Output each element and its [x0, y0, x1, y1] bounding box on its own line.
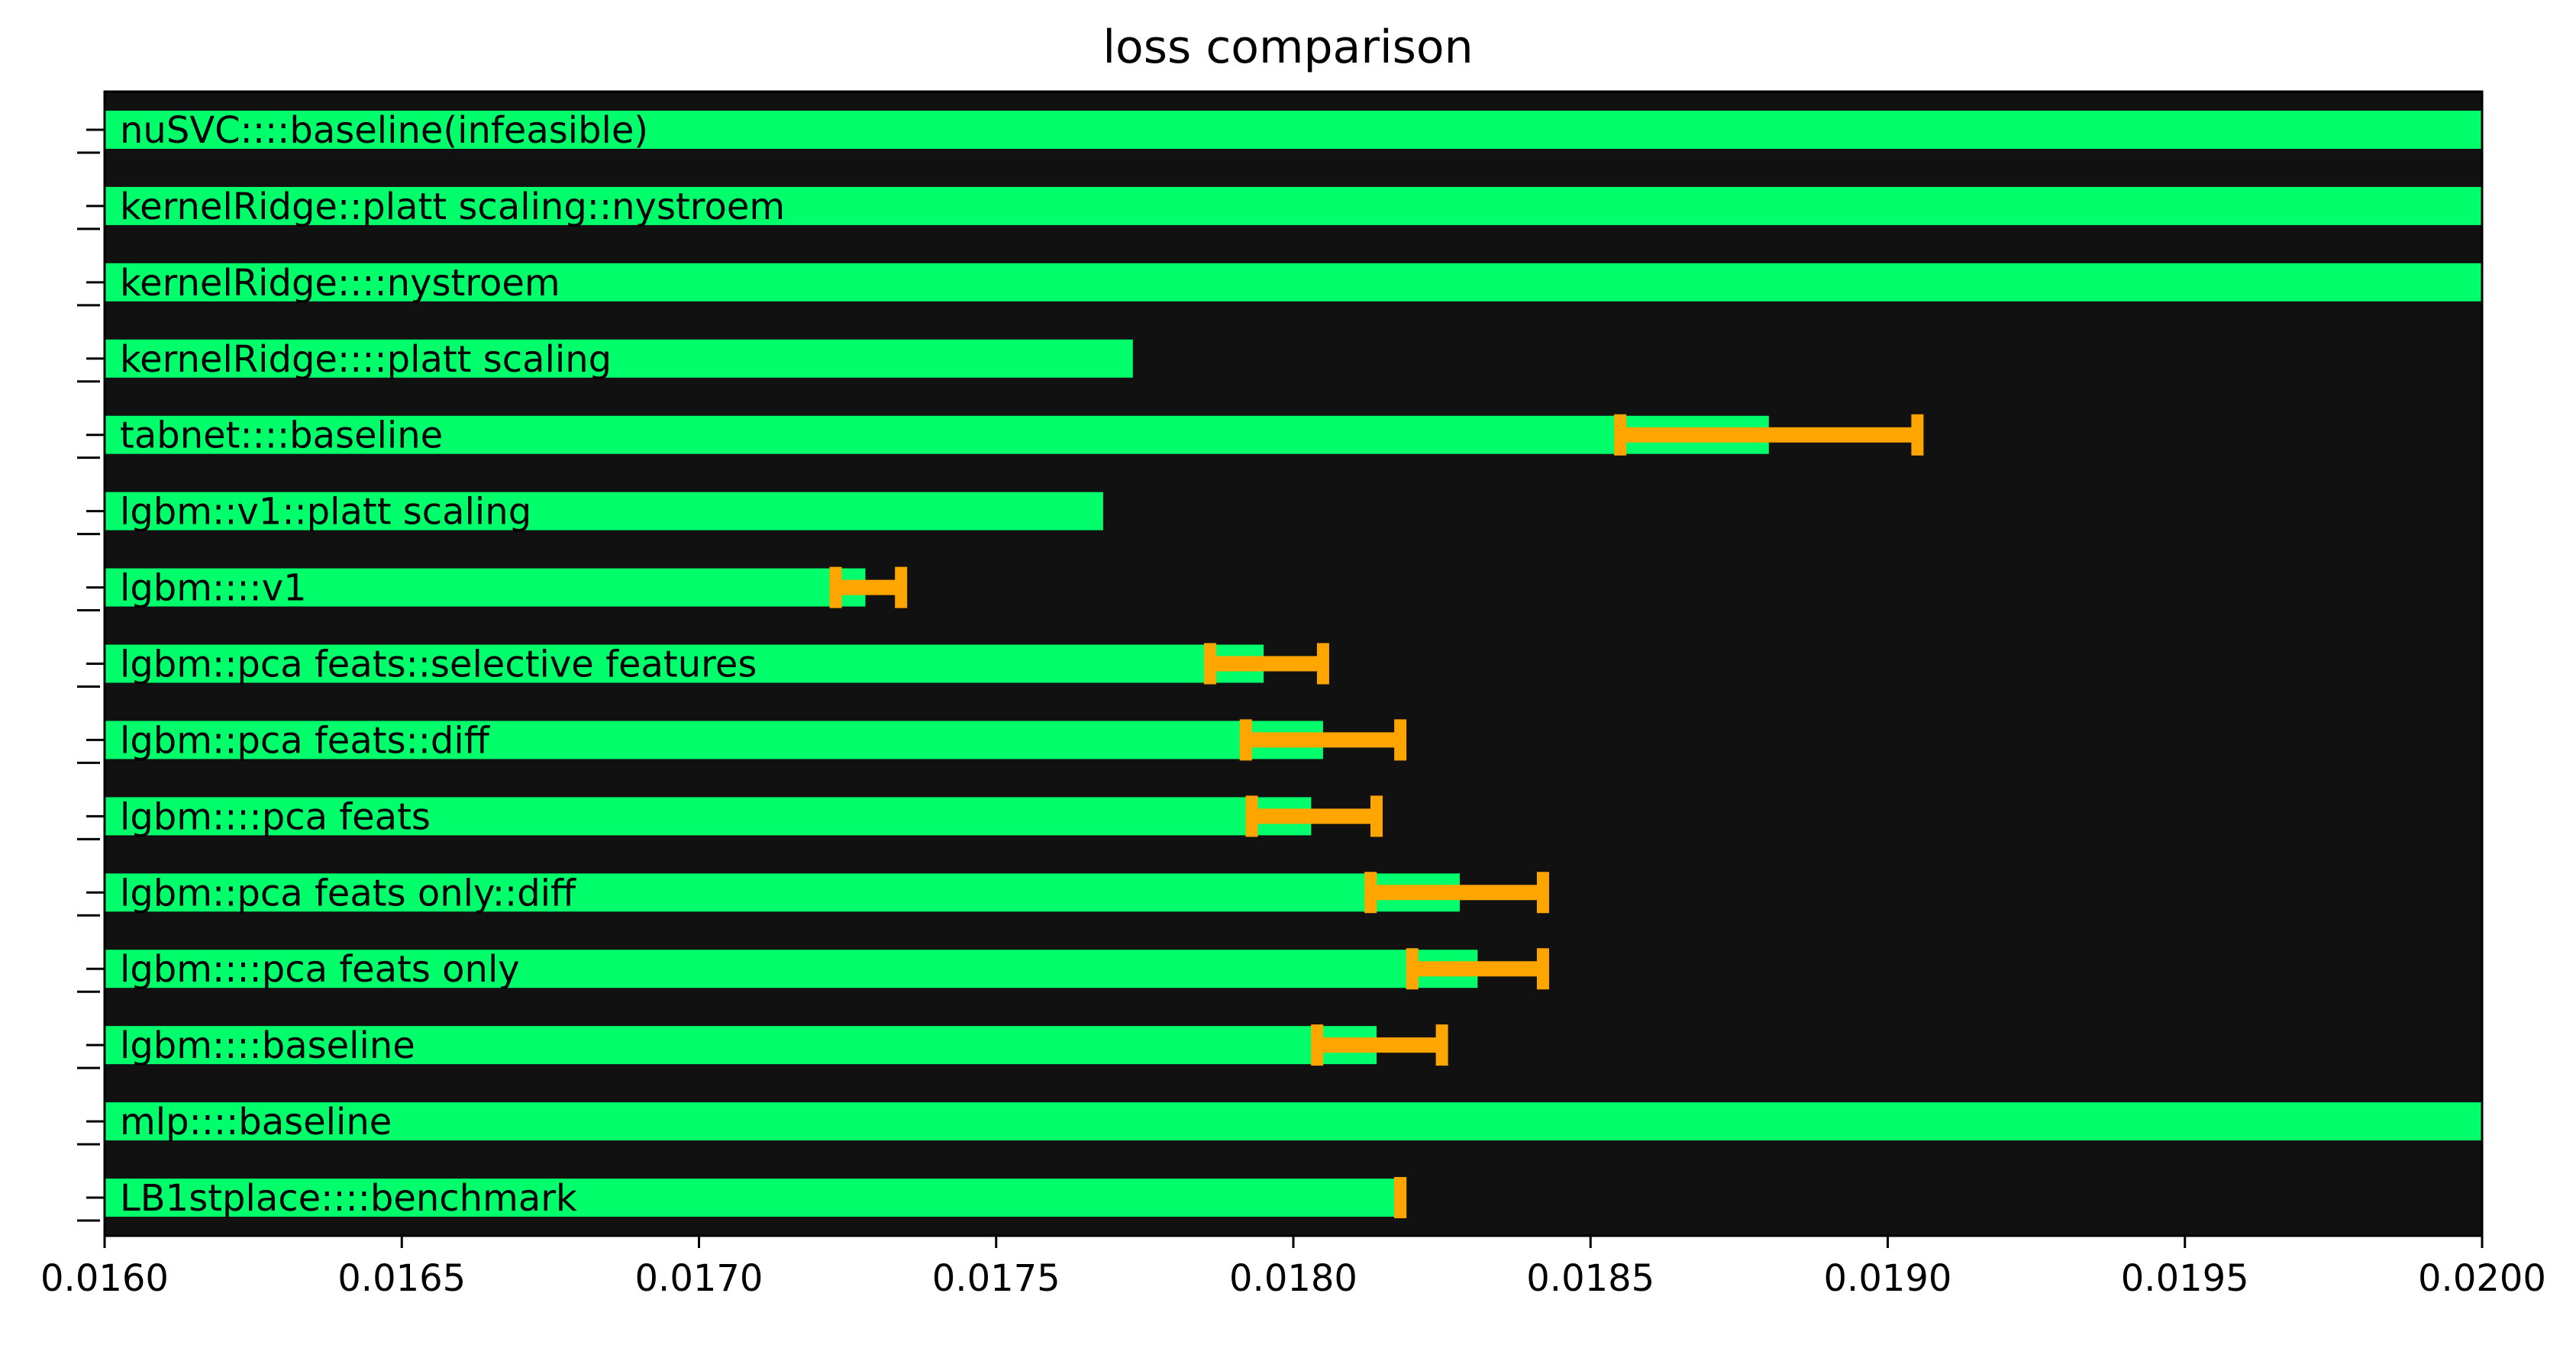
x-tick-label: 0.0200	[2418, 1257, 2546, 1300]
bars-group: nuSVC::::baseline(infeasible)kernelRidge…	[105, 109, 2482, 1220]
bar	[105, 644, 1264, 683]
error-bar	[1364, 872, 1549, 914]
bar-label: lgbm::pca feats::selective features	[120, 643, 757, 686]
bar-label: lgbm::::pca feats	[120, 795, 431, 838]
error-bar	[1311, 1024, 1448, 1066]
x-tick-label: 0.0165	[337, 1257, 466, 1300]
bar	[105, 1102, 2482, 1141]
bar	[105, 415, 1769, 454]
chart-title: loss comparison	[1102, 21, 1473, 74]
x-tick-label: 0.0170	[635, 1257, 763, 1300]
bar-label: lgbm::::baseline	[120, 1024, 415, 1067]
bar-label: kernelRidge::platt scaling::nystroem	[120, 185, 785, 228]
x-tick-label: 0.0180	[1229, 1257, 1357, 1300]
x-tick-label: 0.0160	[40, 1257, 169, 1300]
bar-label: lgbm::pca feats only::diff	[120, 872, 576, 914]
x-tick-label: 0.0175	[932, 1257, 1060, 1300]
bar	[105, 186, 2482, 225]
bar-label: lgbm::v1::platt scaling	[120, 491, 531, 534]
bar-label: LB1stplace::::benchmark	[120, 1177, 577, 1220]
bar	[105, 110, 2482, 149]
x-tick-label: 0.0190	[1824, 1257, 1952, 1300]
bar	[105, 1026, 1377, 1065]
error-bar	[1406, 948, 1549, 990]
bar-label: lgbm::::v1	[120, 567, 307, 610]
x-tick-label: 0.0195	[2121, 1257, 2249, 1300]
bar	[105, 263, 2482, 302]
bar-label: kernelRidge::::nystroem	[120, 262, 560, 305]
bar-label: lgbm::::pca feats only	[120, 948, 520, 991]
axes-group: 0.0160 0.0165 0.0170 0.0175 0.0180 0.0185 0.01…	[40, 90, 2546, 1300]
error-bar	[1204, 643, 1329, 685]
error-bar	[1614, 414, 1924, 456]
bar	[105, 339, 1133, 378]
bar	[105, 1179, 1395, 1217]
bar	[105, 568, 866, 607]
bar	[105, 950, 1478, 988]
error-bar	[1239, 719, 1407, 761]
bar	[105, 797, 1312, 836]
bar	[105, 721, 1323, 759]
bar	[105, 492, 1103, 530]
bar-label: mlp::::baseline	[120, 1101, 392, 1143]
error-bar	[829, 566, 908, 608]
bar-label: nuSVC::::baseline(infeasible)	[120, 109, 648, 152]
bar-label: kernelRidge::::platt scaling	[120, 338, 612, 381]
bar	[105, 873, 1460, 912]
error-bar	[1245, 795, 1383, 837]
bar-label: lgbm::pca feats::diff	[120, 719, 490, 762]
x-tick-label: 0.0185	[1526, 1257, 1654, 1300]
bar-label: tabnet::::baseline	[120, 414, 443, 457]
